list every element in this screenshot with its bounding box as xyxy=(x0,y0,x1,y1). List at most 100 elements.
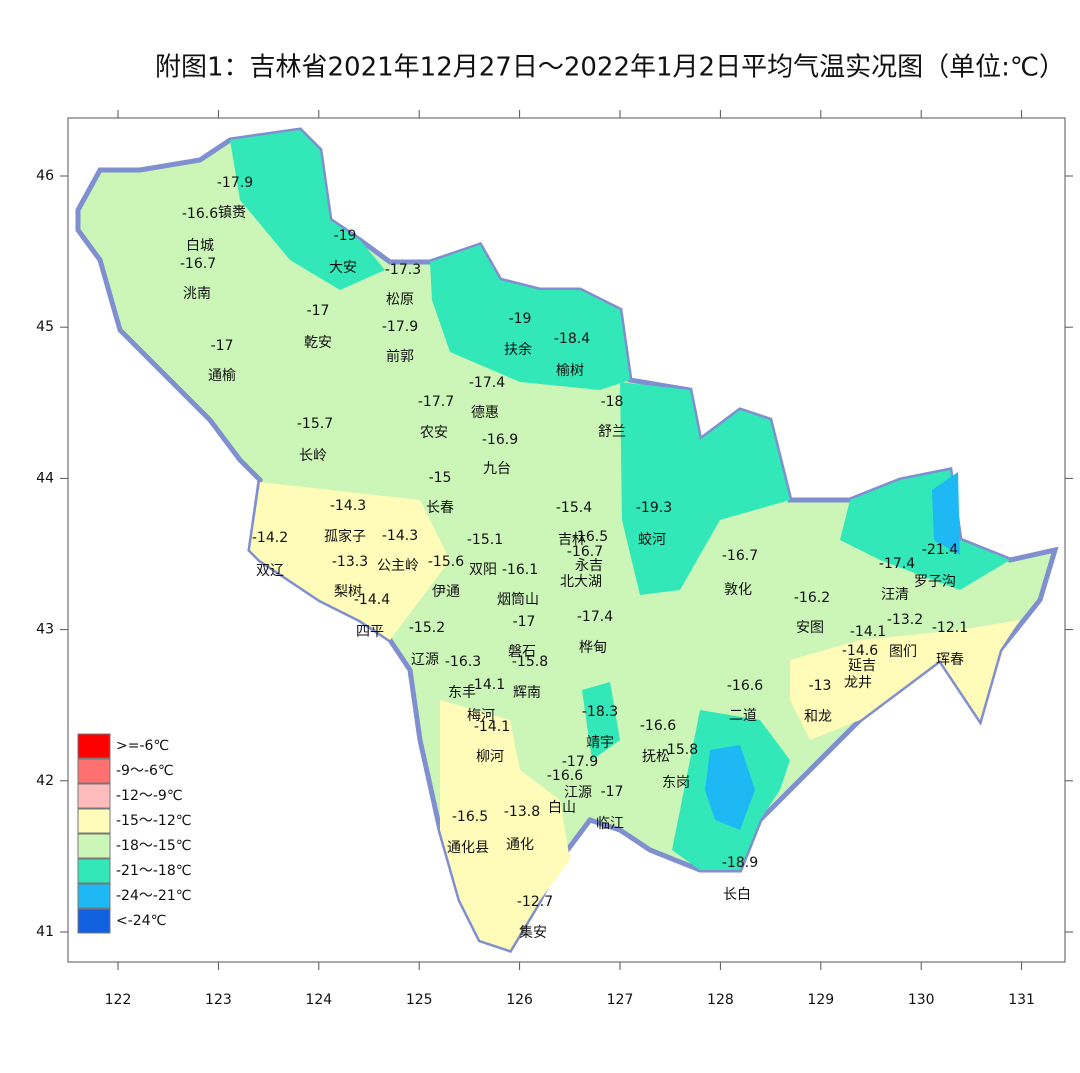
station-value: -13.3 xyxy=(332,554,368,570)
station-value: -13 xyxy=(809,678,832,694)
station-value: -14.1 xyxy=(850,624,886,640)
station-value: -14.1 xyxy=(474,719,510,735)
station-value: -16.1 xyxy=(502,562,538,578)
station-value: -16.7 xyxy=(722,548,758,564)
station-name: 梅河 xyxy=(467,708,495,724)
station-value: -15.8 xyxy=(512,654,548,670)
station-name: 双辽 xyxy=(256,563,284,579)
station-value: -17 xyxy=(601,784,624,800)
zone xyxy=(582,682,620,760)
station-value: -15.8 xyxy=(662,742,698,758)
station-name: 前郭 xyxy=(386,348,414,365)
station-name: 白城 xyxy=(186,238,214,254)
legend-swatch xyxy=(77,833,111,859)
station-name: 榆树 xyxy=(556,363,584,379)
legend-swatch xyxy=(77,808,111,834)
legend-swatch xyxy=(77,883,111,909)
y-tick-label: 44 xyxy=(36,470,54,486)
legend-label: >=-6℃ xyxy=(116,738,169,754)
legend-label: -15～-12℃ xyxy=(116,813,191,829)
station-name: 九台 xyxy=(483,461,511,477)
station-value: -16.6 xyxy=(640,718,676,734)
station-name: 农安 xyxy=(420,425,448,441)
x-tick-label: 124 xyxy=(305,992,332,1008)
station-name: 珲春 xyxy=(936,652,964,668)
station-name: 镇赉 xyxy=(218,205,246,221)
station-name: 四平 xyxy=(356,624,384,640)
x-tick-label: 127 xyxy=(607,992,634,1008)
zone xyxy=(250,482,450,640)
station-name: 永吉 xyxy=(575,558,603,574)
station-value: -15.1 xyxy=(467,532,503,548)
zone xyxy=(620,382,790,595)
station-name: 辽源 xyxy=(411,652,439,668)
legend-swatch xyxy=(77,858,111,884)
station-name: 龙井 xyxy=(844,675,872,691)
station-value: -18.4 xyxy=(554,331,590,347)
station-name: 东岗 xyxy=(662,775,690,791)
station-value: -19 xyxy=(334,228,357,244)
station-name: 松原 xyxy=(386,292,414,308)
legend-swatch xyxy=(77,783,111,809)
station-value: -14.2 xyxy=(252,530,288,546)
legend-label: -21～-18℃ xyxy=(116,863,191,879)
station-value: -16.3 xyxy=(445,654,481,670)
station-value: -17.4 xyxy=(469,375,505,391)
station-name: 扶余 xyxy=(504,341,532,358)
station-name: 白山 xyxy=(548,800,576,816)
station-name: 长白 xyxy=(723,887,751,903)
station-value: -16.5 xyxy=(452,809,488,825)
station-name: 梨树 xyxy=(334,584,362,600)
station-value: -17.9 xyxy=(217,175,253,191)
station-name: 抚松 xyxy=(642,749,670,765)
station-name: 舒兰 xyxy=(598,424,626,440)
x-tick-label: 130 xyxy=(908,992,935,1008)
legend-label: -24～-21℃ xyxy=(116,888,191,904)
station-value: -17.3 xyxy=(385,262,421,278)
station-name: 柳河 xyxy=(476,748,504,765)
station-name: 洮南 xyxy=(183,286,211,302)
station-name: 蛟河 xyxy=(638,532,666,548)
station-name: 北大湖 xyxy=(560,574,602,590)
station-name: 公主岭 xyxy=(377,558,419,574)
station-value: -12.7 xyxy=(517,894,553,910)
station-value: -16.2 xyxy=(794,590,830,606)
station-value: -14.6 xyxy=(842,643,878,659)
station-value: -18.3 xyxy=(582,704,618,720)
x-tick-label: 128 xyxy=(707,992,734,1008)
zone xyxy=(230,130,385,290)
station-name: 吉林 xyxy=(558,532,586,548)
station-value: -15 xyxy=(429,470,452,486)
station-value: -13.2 xyxy=(887,612,923,628)
station-value: -13.8 xyxy=(504,804,540,820)
station-value: -16.9 xyxy=(482,432,518,448)
legend-swatch xyxy=(77,733,111,759)
station-name: 德惠 xyxy=(471,405,499,421)
station-name: 孤家子 xyxy=(324,528,366,545)
temperature-zones xyxy=(75,127,1059,954)
station-value: -16.6 xyxy=(182,206,218,222)
station-name: 辉南 xyxy=(513,685,541,701)
station-value: -15.2 xyxy=(409,620,445,636)
x-tick-label: 122 xyxy=(105,992,132,1008)
station-name: 大安 xyxy=(329,260,357,276)
legend-label: -9～-6℃ xyxy=(116,763,174,779)
x-tick-label: 123 xyxy=(205,992,232,1008)
annotations: 122 123 124 125 126 127 128 129 130 131 41 42 43 44 45… xyxy=(36,110,1073,1008)
station-value: -17.9 xyxy=(382,319,418,335)
station-value: -16.5 xyxy=(572,529,608,545)
station-name: 东丰 xyxy=(448,685,476,701)
station-name: 通化 xyxy=(506,837,534,853)
station-name: 和龙 xyxy=(804,709,832,725)
x-tick-label: 126 xyxy=(506,992,533,1008)
station-name: 通化县 xyxy=(447,840,489,856)
station-value: -17.9 xyxy=(562,754,598,770)
station-value: -16.6 xyxy=(727,678,763,694)
zone xyxy=(932,472,960,555)
station-name: 汪清 xyxy=(881,587,909,603)
station-value: -14.1 xyxy=(469,677,505,693)
legend-swatch xyxy=(77,758,111,784)
station-name: 乾安 xyxy=(304,335,332,351)
station-name: 临江 xyxy=(596,816,624,832)
